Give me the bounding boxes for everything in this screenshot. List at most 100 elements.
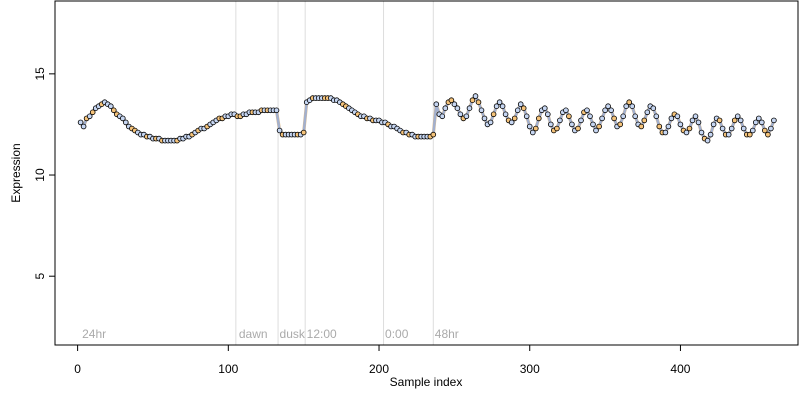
plot-frame <box>54 0 799 346</box>
data-point <box>758 119 765 126</box>
data-point <box>695 119 702 126</box>
data-point <box>108 103 114 109</box>
data-point <box>89 109 96 116</box>
data-point <box>689 117 696 124</box>
data-point <box>771 117 777 124</box>
data-point <box>523 113 530 120</box>
data-point <box>478 107 485 114</box>
data-point <box>686 125 693 132</box>
data-point <box>487 119 494 126</box>
phase-label: 48hr <box>435 327 459 341</box>
data-point <box>463 113 470 120</box>
data-point <box>668 115 675 122</box>
data-point <box>569 121 575 128</box>
phase-label: 0:00 <box>385 327 409 341</box>
data-point <box>755 115 762 122</box>
data-point <box>674 113 681 120</box>
data-point <box>599 115 605 122</box>
data-point <box>749 127 756 134</box>
data-point <box>653 113 660 120</box>
phase-label: 24hr <box>82 327 106 341</box>
data-point <box>641 117 648 124</box>
data-point <box>566 113 572 120</box>
data-point <box>710 121 717 128</box>
data-point <box>273 107 280 114</box>
data-point <box>677 121 684 128</box>
data-point <box>442 105 449 111</box>
data-point <box>746 131 753 138</box>
data-point <box>514 107 521 114</box>
data-point <box>578 117 584 124</box>
data-point <box>111 107 117 114</box>
data-point <box>490 111 497 118</box>
data-point <box>499 103 506 109</box>
data-point <box>626 99 632 105</box>
data-point <box>740 125 747 132</box>
data-point <box>554 125 560 132</box>
data-point <box>86 113 93 120</box>
data-point <box>665 123 672 130</box>
data-point <box>80 123 87 130</box>
data-point <box>457 111 464 118</box>
data-point <box>611 115 617 122</box>
data-point <box>300 129 307 136</box>
data-point <box>475 99 482 105</box>
x-axis-title: Sample index <box>390 375 463 389</box>
phase-label: 12:00 <box>307 327 337 341</box>
data-point <box>469 97 476 103</box>
data-point <box>593 127 599 134</box>
data-point <box>590 121 596 128</box>
x-axis: 0 100 200 300 400 <box>74 345 691 376</box>
data-point <box>433 101 440 107</box>
data-point <box>768 125 774 132</box>
data-point <box>529 129 536 136</box>
data-point <box>276 127 283 134</box>
data-point <box>737 117 744 124</box>
data-point <box>620 113 626 120</box>
data-point <box>734 113 741 120</box>
data-point <box>439 113 446 120</box>
data-point <box>650 105 657 111</box>
data-point <box>584 107 590 114</box>
data-points <box>77 93 777 144</box>
data-point <box>541 105 548 111</box>
phase-label: dusk <box>280 327 306 341</box>
data-point <box>704 137 711 144</box>
data-point <box>575 125 581 132</box>
data-point <box>517 101 524 107</box>
data-point <box>698 129 705 136</box>
x-tick-label: 300 <box>520 362 540 376</box>
y-tick-label: 5 <box>33 273 47 280</box>
phase-label: dawn <box>239 327 268 341</box>
data-point <box>472 93 479 99</box>
y-axis: 5 10 15 <box>33 67 55 280</box>
data-point <box>752 119 759 126</box>
data-point <box>466 105 473 111</box>
data-point <box>520 105 527 111</box>
data-point <box>692 113 699 120</box>
x-tick-label: 100 <box>218 362 238 376</box>
data-point <box>508 119 515 126</box>
data-point <box>596 123 602 130</box>
x-tick-label: 400 <box>670 362 690 376</box>
data-point <box>532 125 539 132</box>
data-point <box>535 115 542 122</box>
data-point <box>662 129 669 136</box>
data-point <box>617 121 623 128</box>
data-point <box>77 119 84 126</box>
data-point <box>544 111 551 118</box>
data-point <box>511 115 518 122</box>
data-point <box>719 125 726 132</box>
data-point <box>761 127 768 134</box>
y-tick-label: 15 <box>33 67 47 81</box>
data-point <box>454 105 461 111</box>
data-point <box>656 123 663 130</box>
data-point <box>731 117 738 124</box>
data-point <box>481 115 488 122</box>
data-point <box>120 115 126 122</box>
data-point <box>563 107 569 114</box>
data-point <box>557 117 563 124</box>
data-point <box>496 99 503 105</box>
phase-labels: 24hr dawn dusk 12:00 0:00 48hr <box>82 327 459 341</box>
